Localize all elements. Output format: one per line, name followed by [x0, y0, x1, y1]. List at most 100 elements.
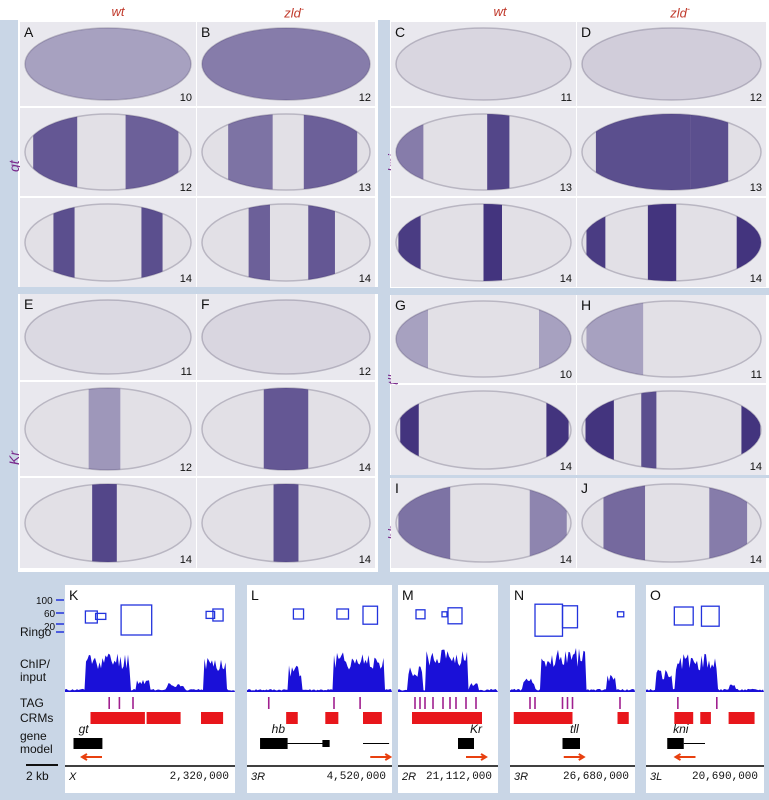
- gene-exon: [322, 740, 330, 747]
- crm-block: [674, 712, 694, 724]
- ringo-box: [415, 609, 426, 620]
- ringo-box: [94, 612, 107, 621]
- ringo-box: [616, 611, 625, 618]
- embryo-panel: 14: [577, 198, 766, 287]
- stain-band: [248, 204, 270, 281]
- embryo-image: [201, 483, 371, 563]
- ringo-box: [561, 605, 579, 629]
- crm-block: [617, 712, 629, 724]
- track-letter: L: [251, 587, 259, 603]
- stain-band: [141, 204, 163, 281]
- embryo-body: [395, 27, 572, 101]
- embryo-panel: A 10: [20, 22, 196, 106]
- embryo-panel: G 10: [391, 295, 576, 383]
- ringo-box: [534, 603, 564, 637]
- stain-band: [647, 204, 677, 281]
- ringo-box: [441, 611, 448, 618]
- stain-band: [92, 484, 117, 562]
- ringo-box: [673, 606, 694, 626]
- row-label-chip: ChIP/: [20, 657, 51, 671]
- stage-number: 12: [358, 92, 371, 104]
- embryo-panel: 14: [391, 385, 576, 475]
- stain-band: [396, 28, 571, 100]
- track-graphics: [398, 607, 498, 767]
- stain-band: [487, 114, 510, 190]
- stage-number: 14: [358, 462, 371, 474]
- stain-band: [400, 391, 419, 469]
- embryo-body: [24, 387, 192, 471]
- stage-number: 13: [749, 182, 762, 194]
- stage-number: 10: [559, 369, 572, 381]
- embryo-image: [581, 483, 762, 563]
- stain-band: [586, 204, 606, 281]
- embryo-panel: H 11: [577, 295, 766, 383]
- embryo-image: [24, 27, 192, 101]
- header-wt-right: wt: [493, 4, 507, 19]
- stain-band: [585, 391, 614, 469]
- row-label-input: input: [20, 670, 47, 684]
- embryo-image: [581, 113, 762, 191]
- embryo-panel: J 14: [577, 478, 766, 568]
- gene-name: tll: [570, 722, 579, 736]
- embryo-panel: 12: [20, 108, 196, 196]
- genomic-coordinate: 26,680,000: [562, 771, 629, 783]
- row-label-crms: CRMs: [20, 711, 54, 725]
- ringo-box: [447, 607, 463, 625]
- panel-letter: A: [24, 24, 34, 40]
- embryo-panel: I 14: [391, 478, 576, 568]
- gene-exon: [458, 738, 474, 749]
- ringo-box: [362, 605, 379, 625]
- stage-number: 12: [179, 462, 192, 474]
- stain-band: [25, 28, 191, 100]
- crm-block: [90, 712, 145, 724]
- crm-block: [412, 712, 482, 724]
- stage-number: 11: [180, 366, 192, 378]
- embryo-panel: F 12: [197, 294, 375, 380]
- panel-letter: J: [581, 480, 588, 496]
- genomic-coordinate: 4,520,000: [326, 771, 386, 783]
- embryo-image: [581, 300, 762, 378]
- embryo-image: [581, 27, 762, 101]
- embryo-panel: B 12: [197, 22, 375, 106]
- crm-block: [201, 712, 224, 724]
- embryo-body: [581, 300, 762, 378]
- chromosome-label: 3R: [514, 771, 529, 783]
- gene-name: gt: [78, 722, 89, 736]
- embryo-panel: 14: [577, 385, 766, 475]
- chip-signal: [247, 652, 392, 692]
- crm-block: [325, 712, 339, 724]
- track-graphics: [247, 605, 392, 767]
- panel-letter: H: [581, 297, 592, 313]
- center-divider: [378, 20, 390, 572]
- embryo-image: [201, 203, 371, 282]
- stain-band: [303, 114, 358, 190]
- stage-number: 12: [749, 92, 762, 104]
- genomic-coordinate: 2,320,000: [169, 771, 229, 783]
- stain-band: [483, 204, 502, 281]
- stage-number: 14: [559, 461, 572, 473]
- gene-name: kni: [673, 722, 689, 736]
- embryo-body: [24, 203, 192, 282]
- chromosome-label: 3R: [251, 771, 266, 783]
- embryo-panel: 14: [391, 198, 576, 287]
- stain-band: [202, 28, 370, 100]
- scalebar-line: [26, 764, 58, 766]
- stage-number: 13: [559, 182, 572, 194]
- panel-letter: D: [581, 24, 592, 40]
- stain-band: [88, 388, 121, 470]
- embryo-body: [201, 203, 371, 282]
- gene-name: Kr: [470, 722, 482, 736]
- crm-block: [700, 712, 711, 724]
- gene-name: hb: [271, 722, 285, 736]
- stain-band: [202, 300, 370, 374]
- stage-number: 14: [749, 273, 762, 285]
- ringo-box: [336, 608, 350, 620]
- stain-band: [641, 391, 657, 469]
- embryo-image: [24, 299, 192, 375]
- stage-number: 14: [749, 461, 762, 473]
- track-graphics: [65, 604, 235, 767]
- gene-exon: [73, 738, 103, 749]
